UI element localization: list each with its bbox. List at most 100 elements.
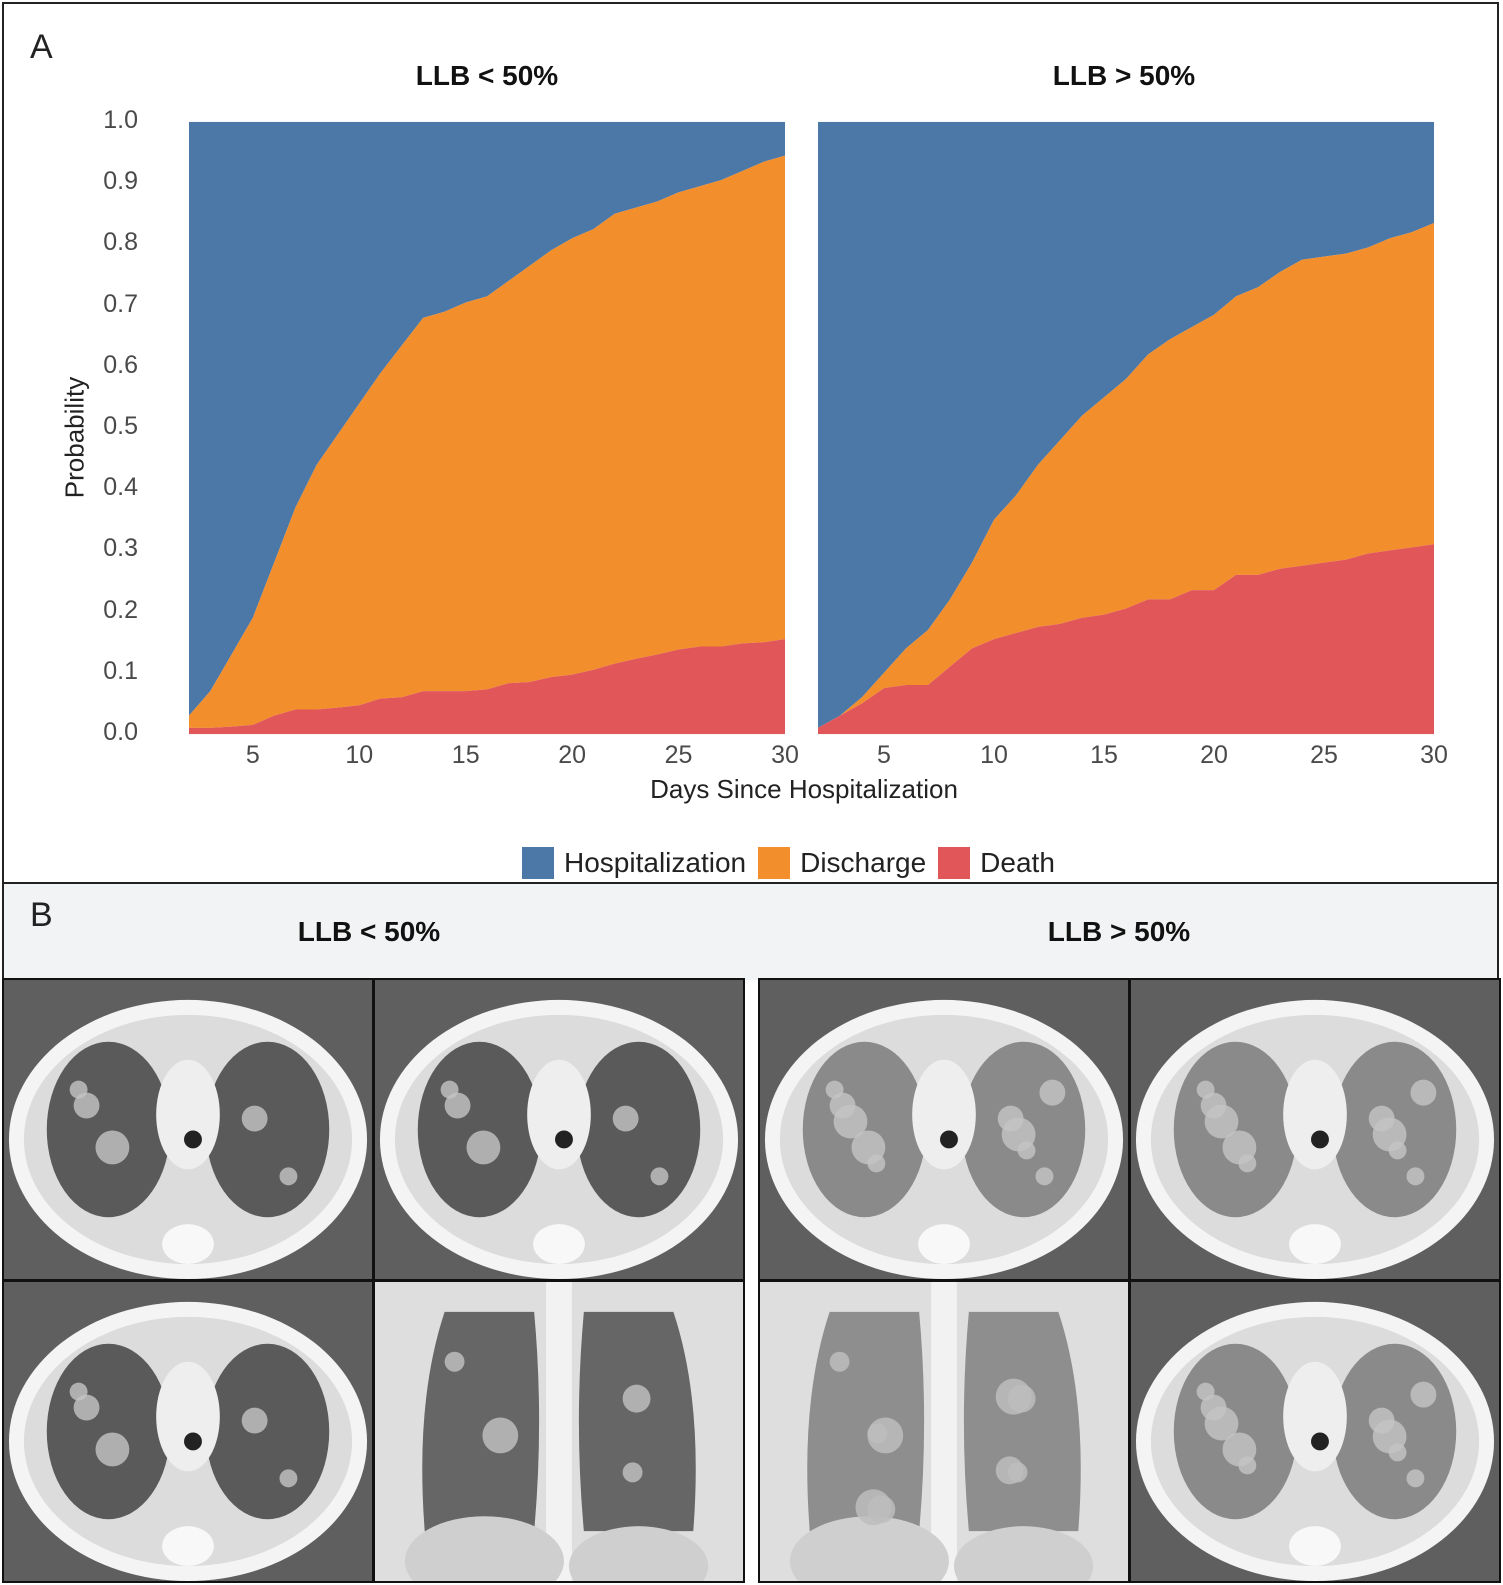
ct-ground-glass-opacity	[1017, 1141, 1036, 1160]
legend-item-death: Death	[938, 847, 1055, 879]
ct-ground-glass-opacity	[444, 1092, 471, 1119]
y-tick-label: 0.0	[103, 718, 138, 746]
panel-b-header: B LLB < 50% LLB > 50%	[2, 884, 1499, 980]
panel-a: A LLB < 50% LLB > 50% Probability 0.0 0.1…	[2, 2, 1499, 884]
area-discharge	[818, 222, 1434, 728]
ct-spine	[546, 1282, 572, 1581]
legend-swatch-discharge	[758, 847, 791, 879]
ct-trachea	[940, 1130, 958, 1149]
ct-left-lung	[205, 1343, 330, 1520]
legend-item-hospitalization: Hospitalization	[522, 847, 746, 879]
ct-spine	[162, 1224, 214, 1265]
ct-spine	[1289, 1224, 1341, 1265]
ct-ground-glass-opacity	[1406, 1167, 1425, 1186]
ct-image-coronal-left	[375, 1282, 743, 1581]
area-hospitalization	[818, 122, 1434, 728]
y-tick-label: 0.3	[103, 534, 138, 563]
legend-item-discharge: Discharge	[758, 847, 926, 879]
ct-image-axial-lower-right	[1131, 1282, 1499, 1581]
ct-right-lung	[46, 1041, 171, 1218]
ct-left-lung	[205, 1041, 330, 1218]
ct-ground-glass-opacity	[1238, 1154, 1257, 1173]
ct-mediastinum	[912, 1059, 976, 1170]
ct-image-axial-upper-left	[4, 980, 372, 1279]
y-tick-label: 0.5	[103, 412, 138, 440]
ct-trachea	[1311, 1130, 1329, 1149]
x-tick-label: 30	[1420, 741, 1448, 769]
legend-swatch-hospitalization	[522, 847, 554, 879]
ct-spine	[162, 1526, 214, 1567]
ct-grid-left	[2, 978, 745, 1583]
panel-b-label: B	[30, 896, 53, 934]
y-tick-label: 0.9	[103, 167, 138, 196]
ct-ground-glass-opacity	[1039, 1079, 1066, 1106]
legend-label-hospitalization: Hospitalization	[564, 847, 747, 878]
ct-image-coronal-right	[760, 1282, 1128, 1581]
ct-spine	[931, 1282, 957, 1581]
panel-b-title-right: LLB > 50%	[1047, 916, 1191, 947]
ct-coronal-illustration	[375, 1282, 743, 1581]
ct-ground-glass-opacity	[73, 1092, 100, 1119]
y-tick-label: 0.1	[103, 656, 138, 685]
x-tick-label: 5	[245, 741, 260, 769]
ct-right-lung	[46, 1343, 171, 1520]
y-tick-label: 0.8	[103, 228, 138, 257]
ct-mediastinum	[1283, 1059, 1347, 1170]
area-death	[818, 544, 1434, 734]
ct-trachea	[184, 1432, 202, 1451]
ct-ground-glass-opacity	[95, 1432, 130, 1467]
ct-ground-glass-opacity	[444, 1351, 465, 1372]
x-axis-title: Days Since Hospitalization	[650, 774, 958, 804]
ct-ground-glass-opacity	[279, 1167, 298, 1186]
ct-right-lung	[417, 1041, 542, 1218]
ct-spine	[918, 1224, 970, 1265]
ct-ground-glass-opacity	[482, 1417, 519, 1454]
area-discharge	[189, 155, 785, 728]
y-tick-label: 0.7	[103, 289, 138, 318]
x-tick-label: 15	[451, 741, 480, 769]
legend-label-discharge: Discharge	[800, 847, 927, 878]
y-tick-label: 0.6	[103, 350, 138, 379]
ct-axial-illustration	[4, 980, 372, 1279]
ct-ground-glass-opacity	[1388, 1141, 1407, 1160]
ct-spine	[533, 1224, 585, 1265]
ct-left-lung	[576, 1041, 701, 1218]
x-tick-label: 20	[1200, 741, 1228, 769]
ct-axial-illustration	[1131, 1282, 1499, 1581]
ct-ground-glass-opacity	[867, 1423, 888, 1444]
ct-trachea	[184, 1130, 202, 1149]
ct-spine	[1289, 1526, 1341, 1567]
ct-trachea	[1311, 1432, 1329, 1451]
ct-ground-glass-opacity	[73, 1394, 100, 1421]
ct-image-axial-upper-right	[760, 980, 1128, 1279]
ct-liver	[789, 1516, 949, 1581]
x-tick-label: 10	[345, 741, 374, 769]
legend-swatch-death	[938, 847, 971, 879]
ct-ground-glass-opacity	[1204, 1406, 1239, 1441]
ct-liver	[404, 1516, 564, 1581]
ct-left-lung	[578, 1311, 696, 1532]
panel-b-title-left: LLB < 50%	[297, 916, 441, 947]
y-tick-label: 1.0	[103, 106, 138, 134]
ct-grid-right	[758, 978, 1501, 1583]
ct-ground-glass-opacity	[241, 1407, 268, 1434]
ct-ground-glass-opacity	[241, 1105, 268, 1132]
x-tick-label: 20	[558, 741, 587, 769]
ct-trachea	[555, 1130, 573, 1149]
x-tick-label: 30	[771, 741, 799, 769]
ct-ground-glass-opacity	[1035, 1167, 1054, 1186]
ct-ground-glass-opacity	[1410, 1381, 1437, 1408]
ct-stomach	[953, 1526, 1094, 1581]
legend: Hospitalization Discharge Death	[522, 846, 1067, 880]
ct-ground-glass-opacity	[867, 1154, 886, 1173]
ct-axial-illustration	[375, 980, 743, 1279]
panel-a-label: A	[30, 28, 53, 66]
ct-ground-glass-opacity	[1406, 1469, 1425, 1488]
ct-ground-glass-opacity	[1388, 1443, 1407, 1462]
ct-mediastinum	[527, 1059, 591, 1170]
ct-ground-glass-opacity	[833, 1104, 868, 1139]
ct-ground-glass-opacity	[466, 1130, 501, 1165]
ct-ground-glass-opacity	[995, 1378, 1032, 1415]
x-tick-label: 25	[1310, 741, 1338, 769]
ct-ground-glass-opacity	[1238, 1456, 1257, 1475]
